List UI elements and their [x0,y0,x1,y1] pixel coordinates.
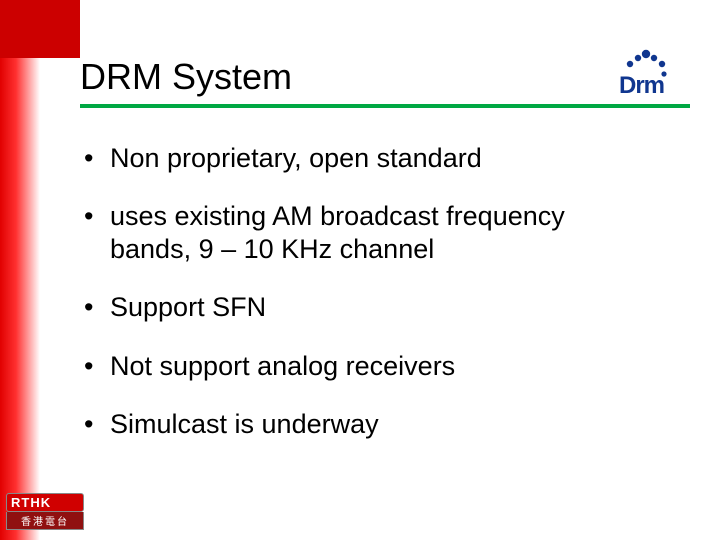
bullet-list: Non proprietary, open standard uses exis… [80,108,700,440]
title-row: DRM System Drm [80,0,700,102]
top-left-notch [0,0,80,58]
rthk-sub-text: 香港電台 [6,512,84,530]
bullet-item: Simulcast is underway [80,408,650,440]
drm-logo: Drm [560,50,670,100]
slide-title: DRM System [80,56,292,102]
left-gradient-bar [0,0,40,540]
bullet-item: Not support analog receivers [80,350,650,382]
rthk-badge-text: RTHK [6,493,84,512]
drm-logo-text: Drm [619,72,664,100]
bullet-item: uses existing AM broadcast frequency ban… [80,200,650,265]
bullet-item: Non proprietary, open standard [80,142,650,174]
rthk-footer-logo: RTHK 香港電台 [6,493,84,530]
slide-content: DRM System Drm Non proprietary, open sta… [80,0,700,540]
bullet-item: Support SFN [80,291,650,323]
